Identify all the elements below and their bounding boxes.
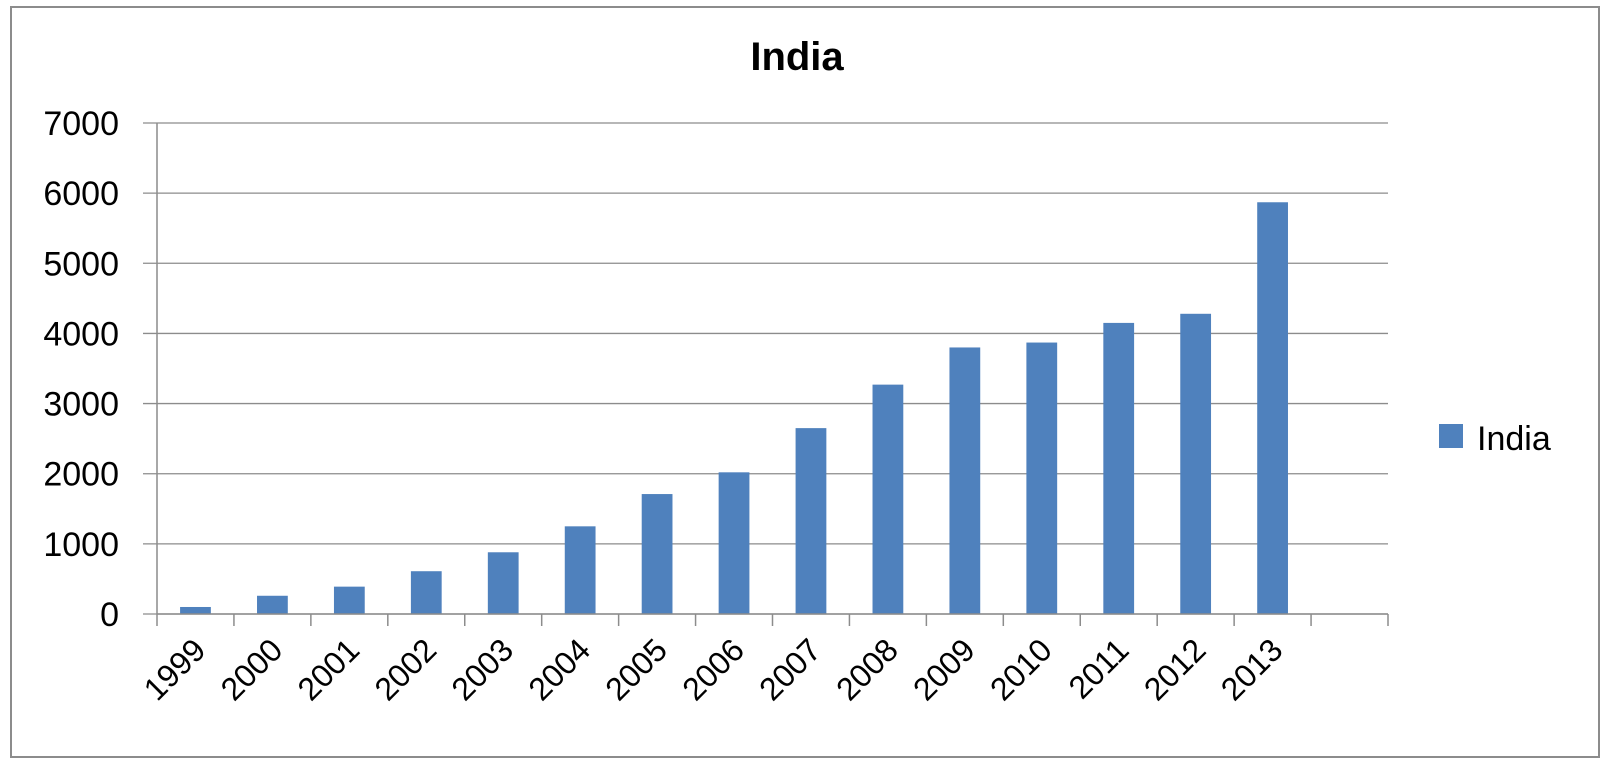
x-tick-label: 2006 [675, 631, 751, 707]
bar [180, 606, 211, 614]
x-tick-label: 2001 [291, 631, 367, 707]
x-tick-label: 2002 [367, 631, 443, 707]
bar [949, 347, 981, 614]
y-tick-label: 0 [100, 596, 119, 634]
x-tick-label: 2003 [444, 631, 520, 707]
y-tick-label: 1000 [43, 526, 119, 564]
x-tick-label: 2004 [521, 631, 597, 707]
x-tick-label: 2005 [598, 631, 674, 707]
y-tick-label: 3000 [43, 386, 119, 424]
bar [1257, 202, 1288, 615]
x-tick-label: 1999 [137, 631, 213, 707]
bar [795, 428, 827, 614]
chart-frame [10, 6, 1600, 758]
y-tick-label: 4000 [43, 315, 119, 353]
bar [1026, 342, 1058, 614]
bar [410, 571, 442, 614]
legend-swatch [1439, 424, 1463, 448]
bar [1180, 313, 1212, 614]
x-tick-label: 2010 [983, 631, 1059, 707]
y-tick-label: 6000 [43, 175, 119, 213]
x-tick-label: 2007 [752, 631, 828, 707]
bar [718, 472, 750, 614]
bar [564, 526, 596, 614]
x-tick-label: 2009 [906, 631, 982, 707]
chart-title: India [750, 35, 844, 79]
bar [641, 494, 673, 614]
y-tick-label: 5000 [43, 245, 119, 283]
x-tick-label: 2013 [1214, 631, 1290, 707]
y-tick-label: 2000 [43, 456, 119, 494]
x-tick-label: 2008 [829, 631, 905, 707]
legend-label: India [1477, 420, 1551, 458]
bar [333, 586, 365, 614]
x-tick-label: 2012 [1137, 631, 1213, 707]
x-tick-label: 2000 [214, 631, 290, 707]
bar [872, 384, 904, 614]
y-tick-label: 7000 [43, 105, 119, 143]
legend: India [1439, 420, 1551, 458]
axes [156, 123, 1389, 626]
bar [1103, 322, 1135, 614]
x-tick-label: 2011 [1062, 631, 1136, 705]
bars [180, 202, 1288, 615]
bar [257, 595, 288, 614]
bar [487, 552, 519, 614]
